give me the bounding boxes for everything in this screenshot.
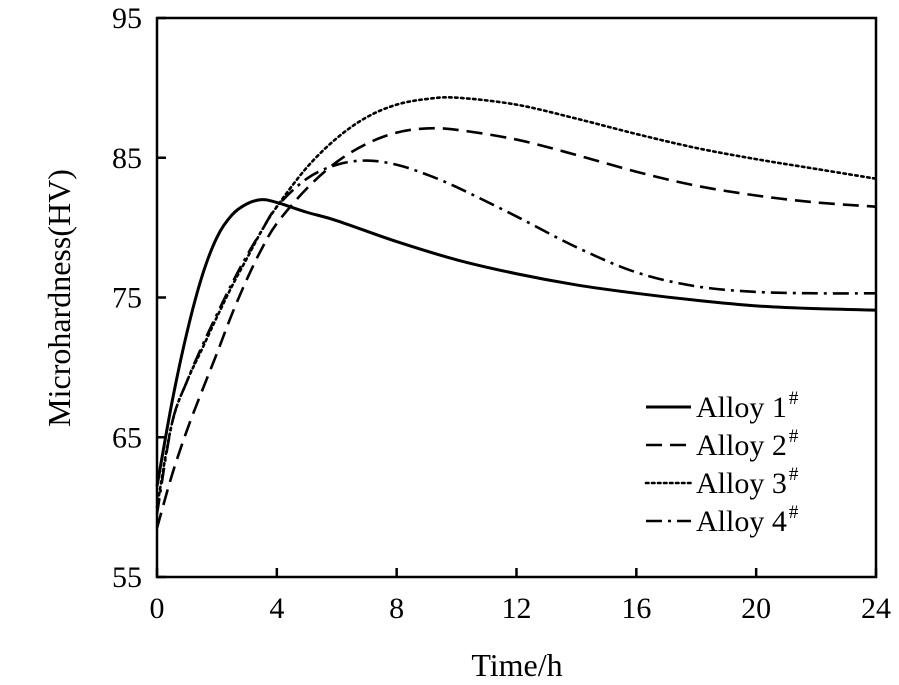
- x-tick-label: 4: [269, 592, 284, 625]
- y-tick-label: 95: [112, 2, 142, 35]
- y-axis-label: Microhardness(HV): [41, 169, 77, 427]
- axis-ticks: 0 4 8 12 16 20 24 55 65 75 85 95: [112, 2, 891, 625]
- legend: Alloy 1 #Alloy 2 #Alloy 3 #Alloy 4 #: [644, 388, 799, 538]
- series-line-alloy-3: [155, 96, 878, 509]
- legend-label-alloy-3: Alloy 3 #: [696, 464, 799, 500]
- y-tick-label: 85: [112, 142, 142, 175]
- legend-label-alloy-2: Alloy 2 #: [696, 426, 799, 462]
- x-tick-label: 24: [861, 592, 891, 625]
- y-tick-label: 65: [112, 421, 142, 454]
- x-tick-label: 20: [741, 592, 771, 625]
- series-line-alloy-1: [155, 198, 877, 487]
- series-line-alloy-4: [155, 159, 877, 515]
- legend-label-alloy-1: Alloy 1 #: [696, 388, 799, 424]
- series-line-alloy-2: [155, 126, 877, 529]
- x-tick-label: 8: [389, 592, 404, 625]
- legend-label-alloy-4: Alloy 4 #: [696, 502, 799, 538]
- x-tick-label: 16: [621, 592, 651, 625]
- x-axis-label: Time/h: [471, 647, 562, 683]
- x-tick-label: 0: [150, 592, 165, 625]
- series-layer: [155, 96, 878, 529]
- y-tick-label: 55: [112, 561, 142, 594]
- y-tick-label: 75: [112, 282, 142, 315]
- x-tick-label: 12: [502, 592, 532, 625]
